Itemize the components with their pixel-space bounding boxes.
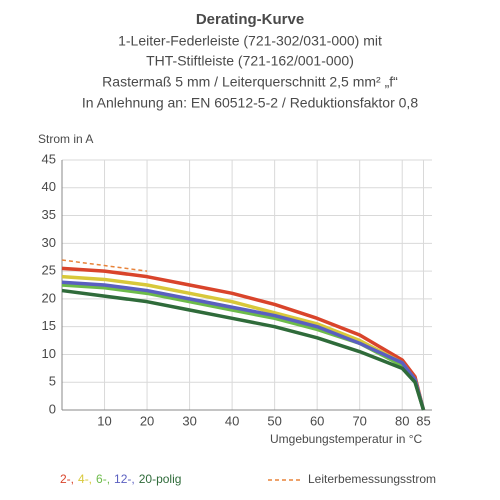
- x-tick-label: 40: [225, 413, 239, 428]
- y-tick-label: 5: [49, 374, 56, 389]
- y-tick-label: 40: [42, 179, 56, 194]
- y-tick-label: 30: [42, 235, 56, 250]
- y-axis-label: Strom in A: [38, 132, 93, 146]
- curve: [61, 280, 426, 411]
- legend-label: 12-,: [114, 472, 135, 486]
- subtitle: 1-Leiter-Federleiste (721-302/031-000) m…: [118, 33, 382, 49]
- y-tick-label: 0: [49, 401, 56, 416]
- y-tick-label: 25: [42, 263, 56, 278]
- legend-label: Leiterbemessungsstrom: [308, 472, 436, 486]
- y-tick-label: 45: [42, 151, 56, 166]
- x-tick-label: 10: [97, 413, 111, 428]
- x-tick-label: 60: [310, 413, 324, 428]
- curve: [61, 259, 148, 272]
- x-tick-label: 85: [416, 413, 430, 428]
- x-tick-label: 80: [395, 413, 409, 428]
- subtitle: THT-Stiftleiste (721-162/001-000): [146, 53, 354, 69]
- legend-label: 6-,: [96, 472, 110, 486]
- subtitle: Rastermaß 5 mm / Leiterquerschnitt 2,5 m…: [102, 74, 398, 90]
- x-tick-label: 70: [352, 413, 366, 428]
- y-tick-label: 35: [42, 207, 56, 222]
- x-tick-label: 50: [267, 413, 281, 428]
- y-tick-label: 20: [42, 290, 56, 305]
- legend-label: 2-,: [60, 472, 74, 486]
- subtitle: In Anlehnung an: EN 60512-5-2 / Reduktio…: [82, 95, 418, 111]
- legend-label: 20-polig: [139, 472, 182, 486]
- x-axis-label: Umgebungstemperatur in °C: [270, 432, 423, 446]
- curve: [61, 288, 426, 411]
- legend-label: 4-,: [78, 472, 92, 486]
- chart-title: Derating-Kurve: [196, 11, 304, 28]
- y-tick-label: 10: [42, 346, 56, 361]
- x-tick-label: 20: [140, 413, 154, 428]
- x-tick-label: 30: [182, 413, 196, 428]
- y-tick-label: 15: [42, 318, 56, 333]
